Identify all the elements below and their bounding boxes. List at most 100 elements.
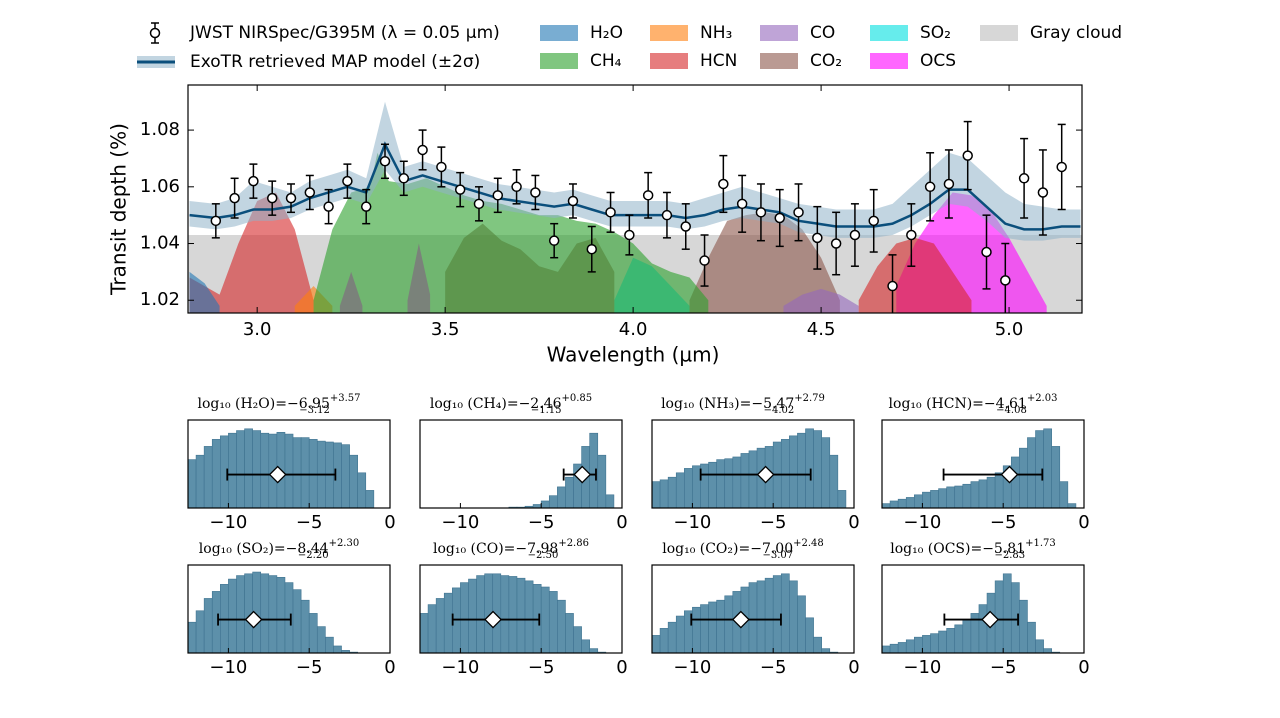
hist-bar	[748, 450, 758, 509]
hist-bar	[500, 575, 510, 654]
legend-label: ExoTR retrieved MAP model (±2σ)	[190, 52, 480, 72]
data-point	[229, 192, 240, 204]
hist-bar	[881, 503, 891, 509]
data-point	[755, 207, 767, 218]
hist-bar	[357, 472, 367, 509]
hist-bar	[468, 578, 477, 654]
hist-bar	[716, 599, 726, 654]
legend-swatch	[540, 25, 578, 41]
hist-bar	[889, 643, 899, 654]
title-sup: +2.03	[1027, 393, 1058, 404]
legend-swatch	[650, 25, 688, 41]
x-tick-label: 0	[1078, 657, 1089, 678]
hist-bar	[228, 578, 237, 654]
hist-bar	[565, 476, 574, 509]
median-marker	[573, 465, 592, 484]
hist-bar	[300, 437, 310, 509]
data-point	[718, 178, 729, 190]
x-tick-label: −5	[296, 512, 323, 533]
x-tick-label: −5	[990, 512, 1017, 533]
x-tick-label: −10	[673, 512, 711, 533]
hist-bar	[435, 598, 445, 654]
hist-bar	[978, 604, 988, 654]
x-tick-label: −10	[209, 512, 247, 533]
data-point	[323, 201, 334, 212]
plot-area	[188, 101, 1082, 313]
legend-swatch	[870, 53, 908, 69]
hist-bar	[1019, 447, 1028, 509]
contribution-area	[189, 271, 220, 313]
title-text: log₁₀ (NH₃)=−5.47	[661, 396, 794, 412]
data-point	[1037, 187, 1049, 198]
legend-marker	[149, 27, 161, 39]
hist-bar	[922, 635, 931, 654]
hist-title: log₁₀ (HCN)=−4.61+2.03 −4.08	[889, 393, 1058, 416]
x-tick-label: 0	[848, 657, 859, 678]
title-sub: −3.07	[762, 550, 793, 561]
x-tick-label: 0	[616, 512, 627, 533]
hist-title: log₁₀ (SO₂)=−8.44+2.30 −2.20	[199, 538, 359, 561]
contribution-area	[783, 288, 859, 313]
hist-bar	[1051, 446, 1061, 509]
data-point	[567, 195, 579, 207]
hist-title: log₁₀ (CO)=−7.98+2.86 −2.50	[433, 538, 589, 561]
plot-frame	[187, 84, 1083, 314]
y-tick-label: 1.08	[140, 119, 180, 140]
x-tick-label: 0	[384, 657, 395, 678]
hist-frame	[881, 419, 1085, 509]
median-marker	[484, 610, 502, 629]
data-point	[398, 173, 410, 184]
hist-frame	[419, 419, 623, 509]
title-text: log₁₀ (CO)=−7.98	[433, 541, 558, 557]
median-marker	[1000, 465, 1019, 484]
hist-bar	[970, 481, 980, 509]
hist-bar	[540, 500, 550, 509]
x-tick-label: −10	[673, 657, 711, 678]
x-tick-label: 5.0	[995, 319, 1024, 340]
hist-bar	[905, 639, 915, 654]
hist-bar	[260, 573, 270, 654]
legend-swatch	[540, 53, 578, 69]
data-point	[379, 156, 391, 167]
hist-bar	[203, 446, 213, 509]
hist-bar	[236, 575, 245, 654]
x-tick-label: −10	[209, 657, 247, 678]
x-tick-label: −10	[903, 512, 941, 533]
legend-swatch	[760, 53, 798, 69]
x-tick-label: 4.5	[807, 319, 836, 340]
title-sup: +2.30	[329, 538, 360, 549]
title-sup: +1.73	[1025, 538, 1056, 549]
hist-bar	[460, 582, 469, 654]
hist-bar	[740, 453, 750, 509]
median-marker	[756, 465, 775, 484]
hist-bar	[540, 586, 550, 654]
data-point	[285, 192, 297, 204]
hist-bar	[756, 580, 766, 654]
title-sup: +0.85	[561, 393, 592, 404]
title-sup: +3.57	[330, 393, 361, 404]
data-point	[812, 232, 823, 244]
data-point	[473, 198, 485, 210]
hist-bar	[284, 582, 294, 654]
x-tick-label: 0	[848, 512, 859, 533]
hist-bar	[946, 628, 956, 654]
hist-bar	[284, 433, 294, 509]
data-point	[454, 184, 466, 195]
legend-label: JWST NIRSpec/G395M (λ = 0.05 µm)	[189, 23, 500, 43]
legend-label: CO₂	[810, 51, 842, 71]
title-sub: −2.83	[994, 550, 1025, 561]
hist-bar	[780, 573, 790, 654]
title-text: log₁₀ (SO₂)=−8.44	[199, 541, 329, 557]
hist-bar	[476, 575, 485, 654]
hist-bar	[813, 430, 822, 509]
hist-bar	[821, 437, 831, 509]
data-point	[1000, 275, 1011, 286]
hist-bar	[692, 465, 701, 509]
hist-bar	[732, 456, 742, 509]
title-text: log₁₀ (CH₄)=−2.46	[430, 396, 562, 412]
hist-bar	[365, 490, 375, 509]
hist-bar	[557, 599, 566, 654]
hist-bar	[333, 645, 342, 654]
x-tick-label: 3.0	[243, 319, 272, 340]
hist-bar	[708, 601, 717, 654]
